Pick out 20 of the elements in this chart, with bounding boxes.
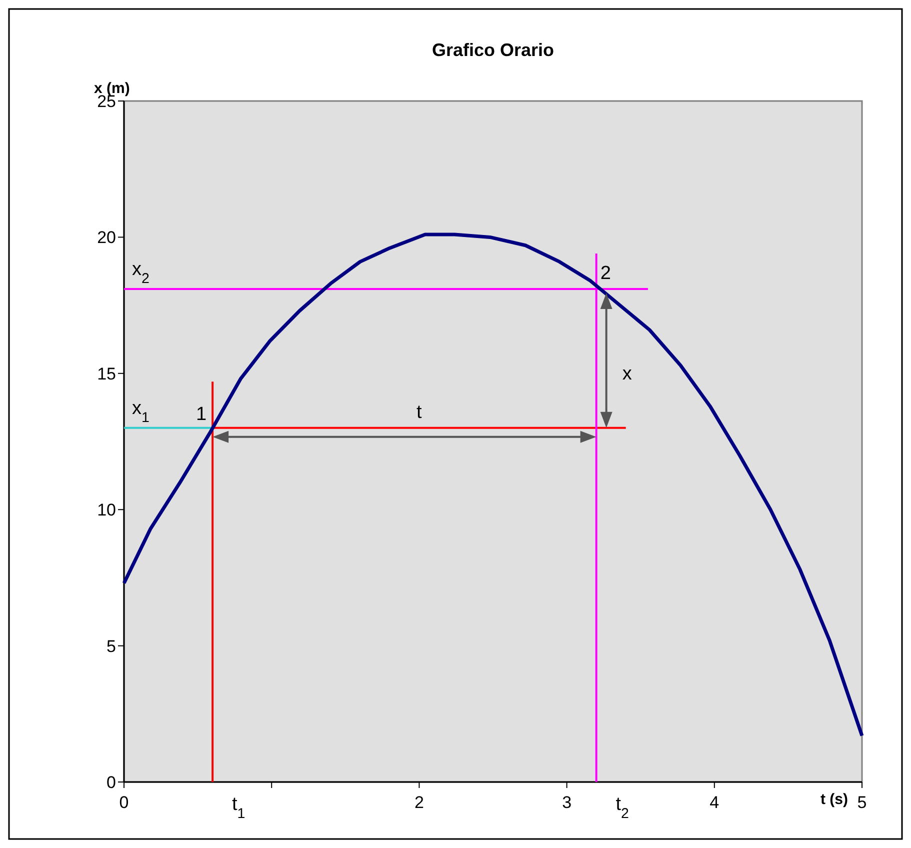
- x-tick-label: 3: [562, 793, 572, 812]
- y-tick-label: 15: [97, 364, 116, 384]
- y-tick-label: 20: [97, 228, 116, 248]
- x-axis-title: t (s): [820, 791, 848, 808]
- y-tick-label: 0: [106, 773, 116, 792]
- annotation: x$_{2}$: [132, 258, 150, 287]
- y-tick-label: 10: [97, 500, 116, 520]
- x-tick-label: 2: [414, 793, 424, 812]
- x-tick-label: 5: [857, 793, 867, 812]
- annotation: 1: [196, 404, 207, 425]
- annotation: 2: [600, 262, 611, 284]
- chart-title: Grafico Orario: [432, 40, 554, 60]
- annotation: t$_{2}$: [616, 794, 629, 822]
- annotation: x$_{1}$: [132, 398, 150, 426]
- annotation: t: [416, 402, 423, 423]
- x-tick-label: 4: [710, 793, 720, 812]
- y-tick-label: 5: [106, 636, 116, 656]
- annotation: x: [622, 363, 632, 384]
- x-tick-label: 0: [119, 793, 129, 812]
- annotation: t$_{1}$: [232, 794, 246, 822]
